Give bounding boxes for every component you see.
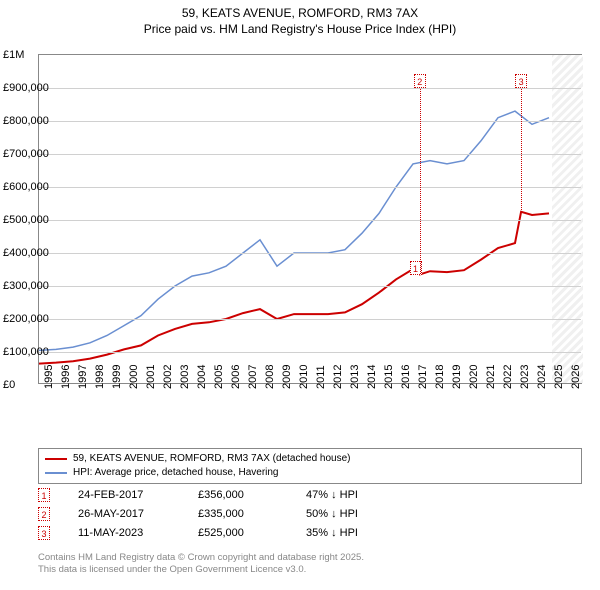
marker-vline (420, 81, 421, 274)
legend-item-price-paid: 59, KEATS AVENUE, ROMFORD, RM3 7AX (deta… (45, 452, 575, 466)
series-price_paid (39, 212, 549, 364)
chart-container: £0£100,000£200,000£300,000£400,000£500,0… (38, 54, 582, 414)
y-axis-label: £500,000 (3, 214, 49, 226)
chart-title: 59, KEATS AVENUE, ROMFORD, RM3 7AX Price… (0, 0, 600, 37)
gridline (39, 220, 581, 221)
legend-label-hpi: HPI: Average price, detached house, Have… (73, 466, 279, 480)
x-axis-label: 2002 (162, 365, 174, 389)
x-axis-label: 2003 (179, 365, 191, 389)
gridline (39, 286, 581, 287)
y-axis-label: £0 (3, 379, 15, 391)
event-date: 24-FEB-2017 (78, 489, 170, 501)
y-axis-label: £800,000 (3, 115, 49, 127)
x-axis-label: 1995 (43, 365, 55, 389)
events-table: 1 24-FEB-2017 £356,000 47% ↓ HPI 2 26-MA… (38, 488, 582, 545)
x-axis-label: 2021 (485, 365, 497, 389)
event-row: 1 24-FEB-2017 £356,000 47% ↓ HPI (38, 488, 582, 502)
event-delta: 50% ↓ HPI (306, 508, 358, 520)
y-axis-label: £400,000 (3, 247, 49, 259)
x-axis-label: 2000 (128, 365, 140, 389)
y-axis-label: £700,000 (3, 148, 49, 160)
x-axis-label: 2023 (519, 365, 531, 389)
x-axis-label: 2026 (570, 365, 582, 389)
title-line1: 59, KEATS AVENUE, ROMFORD, RM3 7AX (0, 6, 600, 22)
x-axis-label: 2011 (315, 365, 327, 389)
x-axis-label: 2008 (264, 365, 276, 389)
title-line2: Price paid vs. HM Land Registry's House … (0, 22, 600, 38)
x-axis-label: 1997 (77, 365, 89, 389)
x-axis-label: 2006 (230, 365, 242, 389)
y-axis-label: £300,000 (3, 280, 49, 292)
event-price: £356,000 (198, 489, 278, 501)
footer-line1: Contains HM Land Registry data © Crown c… (38, 552, 364, 564)
legend-swatch-price-paid (45, 458, 67, 460)
legend-label-price-paid: 59, KEATS AVENUE, ROMFORD, RM3 7AX (deta… (73, 452, 351, 466)
marker-vline (521, 81, 522, 211)
marker-label: 2 (414, 74, 426, 88)
x-axis-label: 2016 (400, 365, 412, 389)
gridline (39, 88, 581, 89)
x-axis-label: 2004 (196, 365, 208, 389)
x-axis-label: 2005 (213, 365, 225, 389)
legend-item-hpi: HPI: Average price, detached house, Have… (45, 466, 575, 480)
x-axis-label: 2017 (417, 365, 429, 389)
footer-line2: This data is licensed under the Open Gov… (38, 564, 364, 576)
gridline (39, 319, 581, 320)
y-axis-label: £600,000 (3, 181, 49, 193)
x-axis-label: 2001 (145, 365, 157, 389)
event-row: 2 26-MAY-2017 £335,000 50% ↓ HPI (38, 507, 582, 521)
x-axis-label: 1999 (111, 365, 123, 389)
y-axis-label: £100,000 (3, 346, 49, 358)
x-axis-label: 1998 (94, 365, 106, 389)
x-axis-label: 2010 (298, 365, 310, 389)
gridline (39, 352, 581, 353)
x-axis-label: 2009 (281, 365, 293, 389)
event-delta: 35% ↓ HPI (306, 527, 358, 539)
y-axis-label: £200,000 (3, 313, 49, 325)
event-date: 11-MAY-2023 (78, 527, 170, 539)
attribution-footer: Contains HM Land Registry data © Crown c… (38, 552, 364, 576)
event-price: £525,000 (198, 527, 278, 539)
x-axis-label: 2014 (366, 365, 378, 389)
gridline (39, 121, 581, 122)
y-axis-label: £1M (3, 49, 24, 61)
x-axis-label: 2018 (434, 365, 446, 389)
legend-swatch-hpi (45, 472, 67, 474)
event-badge: 1 (38, 488, 50, 502)
gridline (39, 187, 581, 188)
y-axis-label: £900,000 (3, 82, 49, 94)
event-row: 3 11-MAY-2023 £525,000 35% ↓ HPI (38, 526, 582, 540)
x-axis-label: 2024 (536, 365, 548, 389)
x-axis-label: 2015 (383, 365, 395, 389)
x-axis-label: 2007 (247, 365, 259, 389)
event-price: £335,000 (198, 508, 278, 520)
gridline (39, 253, 581, 254)
x-axis-label: 2019 (451, 365, 463, 389)
gridline (39, 154, 581, 155)
event-badge: 2 (38, 507, 50, 521)
x-axis-label: 2022 (502, 365, 514, 389)
plot-area: £0£100,000£200,000£300,000£400,000£500,0… (38, 54, 582, 384)
event-delta: 47% ↓ HPI (306, 489, 358, 501)
event-date: 26-MAY-2017 (78, 508, 170, 520)
marker-label: 3 (515, 74, 527, 88)
x-axis-label: 2012 (332, 365, 344, 389)
legend: 59, KEATS AVENUE, ROMFORD, RM3 7AX (deta… (38, 448, 582, 484)
x-axis-label: 2013 (349, 365, 361, 389)
x-axis-label: 1996 (60, 365, 72, 389)
x-axis-label: 2025 (553, 365, 565, 389)
x-axis-label: 2020 (468, 365, 480, 389)
event-badge: 3 (38, 526, 50, 540)
